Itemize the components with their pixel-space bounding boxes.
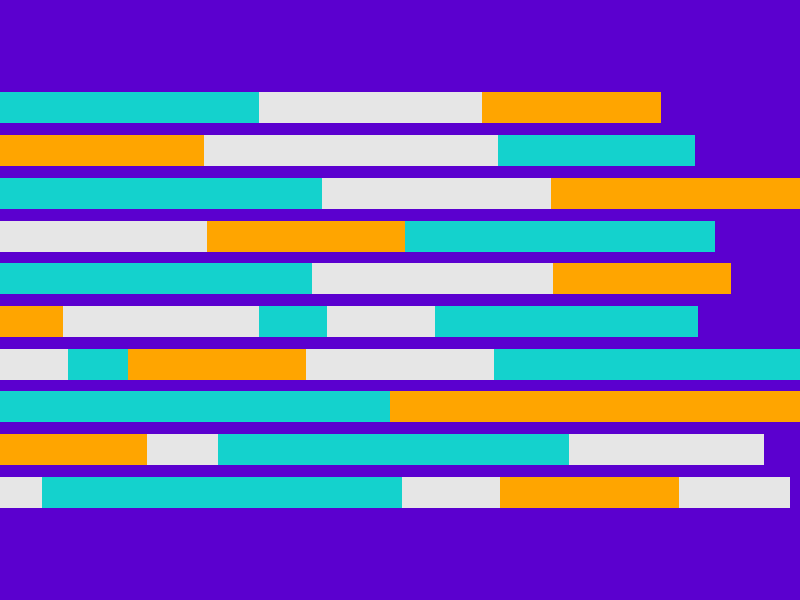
segment: [435, 306, 698, 337]
segment: [312, 263, 553, 294]
segment: [0, 349, 68, 380]
segment: [218, 434, 569, 465]
row: [0, 477, 790, 508]
segment: [259, 306, 327, 337]
segment: [322, 178, 551, 209]
segment: [0, 391, 390, 422]
segment: [679, 477, 790, 508]
segment: [0, 263, 312, 294]
segment: [204, 135, 498, 166]
segment: [0, 178, 322, 209]
segment: [0, 135, 204, 166]
segment: [402, 477, 500, 508]
segment: [569, 434, 764, 465]
segment: [553, 263, 731, 294]
row: [0, 306, 698, 337]
segment: [0, 477, 42, 508]
segment: [405, 221, 715, 252]
segment: [551, 178, 800, 209]
row: [0, 92, 661, 123]
segment: [207, 221, 405, 252]
segment: [390, 391, 800, 422]
row: [0, 178, 800, 209]
segment: [0, 221, 207, 252]
segment: [259, 92, 482, 123]
segment: [0, 434, 147, 465]
segment: [327, 306, 435, 337]
row: [0, 391, 800, 422]
segment: [147, 434, 218, 465]
row: [0, 349, 800, 380]
segment: [306, 349, 494, 380]
segment: [42, 477, 402, 508]
row: [0, 135, 695, 166]
row: [0, 263, 731, 294]
segment: [63, 306, 259, 337]
row: [0, 434, 764, 465]
segment: [128, 349, 306, 380]
row: [0, 221, 715, 252]
segment: [0, 306, 63, 337]
segment: [500, 477, 679, 508]
segment: [482, 92, 661, 123]
segment: [494, 349, 800, 380]
segment: [498, 135, 695, 166]
segment: [68, 349, 128, 380]
segment: [0, 92, 259, 123]
